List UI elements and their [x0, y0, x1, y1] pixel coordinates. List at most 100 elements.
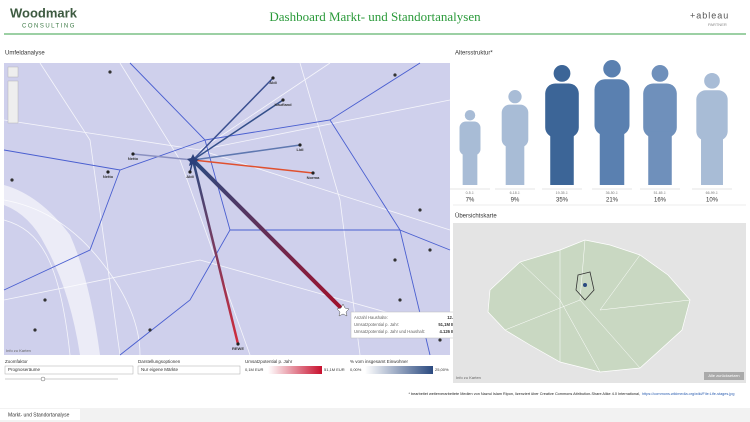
- tab[interactable]: [0, 409, 80, 420]
- figure-legs: [701, 135, 723, 185]
- poi-marker: [10, 178, 14, 182]
- zoom-select[interactable]: [4, 365, 134, 375]
- figure-legs: [462, 151, 478, 185]
- group-share: 16%: [654, 198, 667, 204]
- legend-max: 25,00%: [435, 367, 449, 372]
- display-select[interactable]: [137, 365, 241, 375]
- figure-legs: [505, 142, 525, 185]
- map-zoom-controls[interactable]: [7, 80, 19, 124]
- group-label: 0-5 J.: [466, 191, 475, 195]
- figure-body: [696, 90, 728, 141]
- figure-legs: [648, 131, 672, 185]
- tooltip-key: Umsatzpotential p. Jahr:: [354, 322, 399, 327]
- zoom-handle[interactable]: [40, 376, 46, 382]
- figure-legs: [550, 131, 574, 185]
- page-title: Dashboard Markt- und Standortanalysen: [269, 9, 481, 24]
- poi-marker: [438, 338, 442, 342]
- figure-head: [603, 60, 621, 78]
- brand: Woodmark: [10, 5, 78, 20]
- store-marker[interactable]: [281, 98, 285, 102]
- river: [4, 185, 100, 355]
- store-label: Netto: [103, 174, 114, 179]
- poi-marker: [418, 208, 422, 212]
- store-marker: [336, 303, 350, 317]
- group-label: 19-35 J.: [556, 191, 569, 195]
- panel-title: Altersstruktur*: [455, 51, 493, 57]
- catchment-line: [192, 159, 314, 174]
- group-share: 21%: [606, 198, 619, 204]
- footnote: * bearbeitet weiterverarbeitete Medien v…: [408, 392, 640, 396]
- figure-body: [643, 83, 677, 138]
- tooltip-key: Umsatzpotential p. Jahr und Haushalt:: [354, 329, 425, 334]
- control-label: Zoomfaktor: [5, 359, 28, 364]
- catchment-line: [132, 153, 194, 161]
- store-marker[interactable]: [311, 171, 315, 175]
- brand-sub: CONSULTING: [22, 24, 76, 30]
- legend-min: 0,1M EUR: [245, 367, 264, 372]
- tab-label[interactable]: Markt- und Standortanalyse: [8, 412, 70, 418]
- display-value[interactable]: Nur eigene Märkte: [141, 367, 179, 372]
- catchment-line: [192, 144, 301, 161]
- catchment-line: [191, 158, 345, 312]
- poi-marker: [398, 298, 402, 302]
- store-marker[interactable]: [131, 152, 135, 156]
- legend-title: % vom insgesamt Einwohner: [350, 359, 409, 364]
- selected-area: [575, 271, 595, 301]
- legend-title: Umsatzpotential p. Jahr: [245, 359, 293, 364]
- figure-head: [464, 110, 476, 121]
- figure-head: [553, 65, 571, 82]
- store-marker[interactable]: [236, 342, 240, 346]
- hub-marker: [187, 154, 199, 166]
- store-marker[interactable]: [106, 170, 110, 174]
- poi-marker: [148, 328, 152, 332]
- group-label: 66-99 J.: [706, 191, 719, 195]
- store-label: Aldi: [186, 174, 194, 179]
- selected-point: [583, 283, 587, 287]
- legend-max: 51,1M EUR: [324, 367, 345, 372]
- district-borders: [504, 239, 691, 373]
- poi-marker: [393, 258, 397, 262]
- zoom-value[interactable]: Prognoseräume: [8, 367, 41, 372]
- panel-title: Übersichtskarte: [455, 213, 497, 220]
- group-share: 35%: [556, 198, 569, 204]
- reset-button[interactable]: [704, 372, 744, 380]
- revenue-legend: [268, 366, 322, 374]
- reset-label[interactable]: Alle zurücksetzen: [708, 373, 739, 378]
- catchment-line: [191, 159, 240, 345]
- map-streets: [3, 62, 451, 356]
- figure-head: [704, 73, 720, 89]
- legend-min: 0,00%: [350, 367, 362, 372]
- store-label: Lidl: [296, 147, 303, 152]
- group-share: 7%: [466, 198, 475, 204]
- store-label: REWE: [232, 346, 244, 351]
- poi-marker: [393, 73, 397, 77]
- figure-legs: [599, 129, 625, 185]
- population-legend: [365, 366, 433, 374]
- figure-head: [508, 90, 522, 104]
- poi-marker: [43, 298, 47, 302]
- footnote-link[interactable]: https://commons.wikimedia.org/wiki/File:…: [642, 392, 734, 396]
- overview-info: Info zu Karten: [456, 375, 481, 380]
- map-search-button[interactable]: [7, 66, 19, 78]
- figure-head: [651, 65, 669, 82]
- poi-marker: [108, 70, 112, 74]
- group-label: 36-50 J.: [606, 191, 619, 195]
- store-marker[interactable]: [298, 143, 302, 147]
- store-label: Norma: [307, 175, 320, 180]
- store-marker[interactable]: [188, 170, 192, 174]
- tooltip-key: Anzahl Haushalte:: [354, 315, 388, 320]
- tooltip-value: 4.126 EUR: [440, 329, 460, 334]
- catchment-line: [192, 99, 284, 161]
- partner-logo: +ableau: [690, 10, 729, 20]
- control-label: Darstellungsoptionen: [138, 359, 181, 364]
- store-label: Aldi: [269, 80, 277, 85]
- tooltip-value: 51,1M EUR: [438, 322, 460, 327]
- group-share: 9%: [511, 198, 520, 204]
- map-info: Info zu Karten: [6, 348, 31, 353]
- store-marker[interactable]: [271, 76, 275, 80]
- figure-body: [594, 79, 630, 136]
- berlin-districts: [487, 239, 691, 373]
- poi-marker: [33, 328, 37, 332]
- store-label: Netto: [128, 156, 139, 161]
